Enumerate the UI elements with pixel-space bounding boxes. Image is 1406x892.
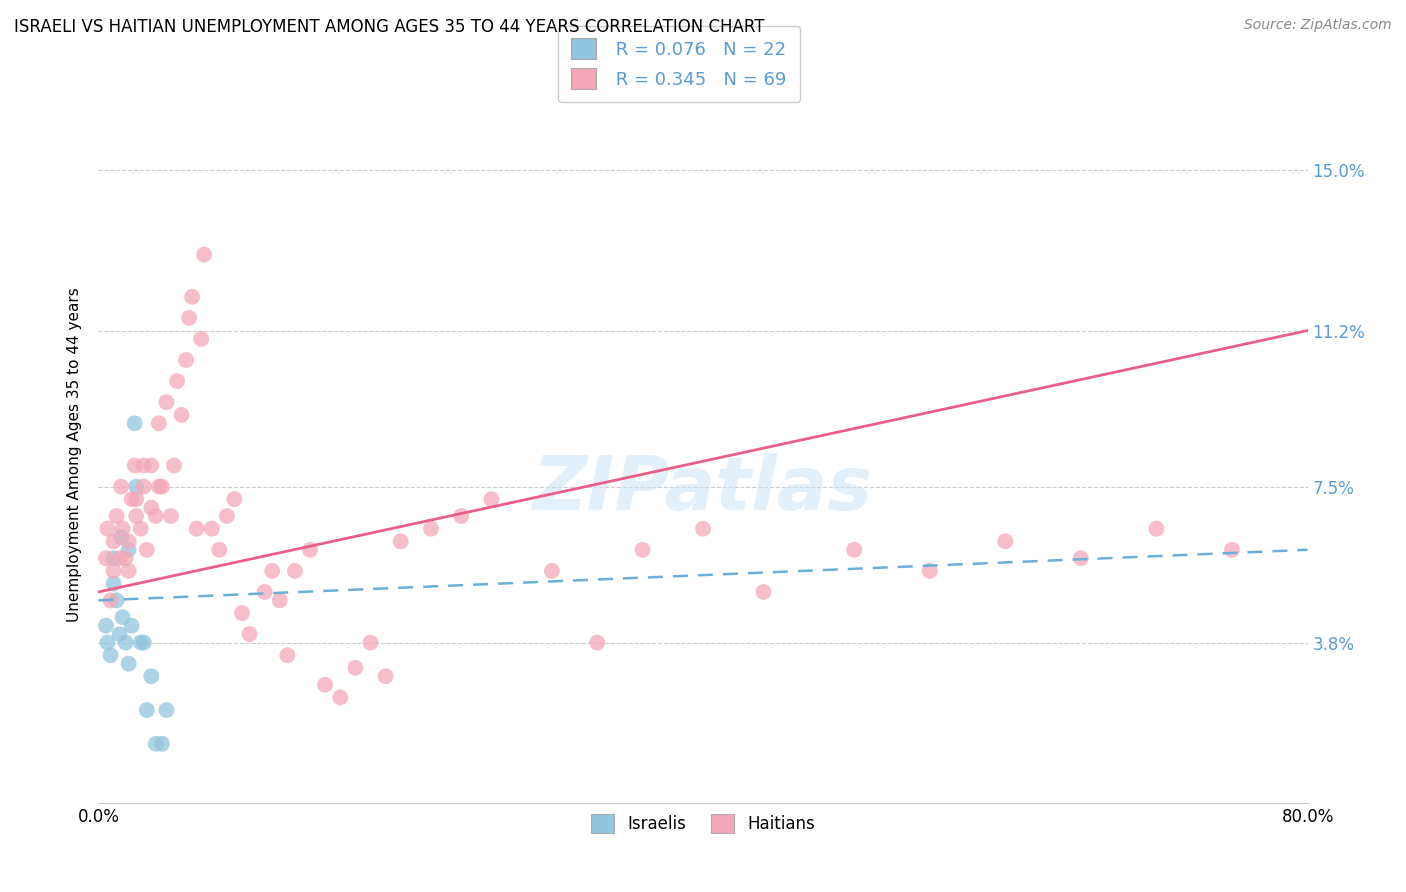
Point bbox=[145, 737, 167, 751]
Point bbox=[125, 492, 148, 507]
Point bbox=[148, 479, 170, 493]
Point bbox=[114, 551, 136, 566]
Point bbox=[124, 417, 146, 431]
Point bbox=[284, 564, 307, 578]
Point bbox=[314, 678, 336, 692]
Point bbox=[118, 534, 141, 549]
Point bbox=[253, 585, 276, 599]
Point bbox=[121, 618, 143, 632]
Point bbox=[132, 479, 155, 493]
Point bbox=[155, 703, 177, 717]
Point bbox=[135, 542, 157, 557]
Point bbox=[103, 576, 125, 591]
Y-axis label: Unemployment Among Ages 35 to 44 years: Unemployment Among Ages 35 to 44 years bbox=[67, 287, 83, 623]
Point bbox=[193, 247, 215, 261]
Legend: Israelis, Haitians: Israelis, Haitians bbox=[581, 804, 825, 843]
Point bbox=[108, 551, 131, 566]
Point bbox=[125, 509, 148, 524]
Point bbox=[111, 522, 134, 536]
Point bbox=[110, 530, 132, 544]
Point bbox=[141, 500, 163, 515]
Point bbox=[125, 479, 148, 493]
Point bbox=[129, 635, 152, 649]
Point bbox=[299, 542, 322, 557]
Point bbox=[374, 669, 396, 683]
Point bbox=[215, 509, 238, 524]
Point bbox=[150, 737, 173, 751]
Point bbox=[141, 669, 163, 683]
Point bbox=[163, 458, 186, 473]
Point bbox=[201, 522, 224, 536]
Point bbox=[114, 635, 136, 649]
Point bbox=[994, 534, 1017, 549]
Point bbox=[344, 661, 367, 675]
Point bbox=[103, 534, 125, 549]
Point bbox=[94, 618, 117, 632]
Point bbox=[389, 534, 412, 549]
Point bbox=[269, 593, 291, 607]
Point bbox=[181, 290, 204, 304]
Point bbox=[481, 492, 503, 507]
Text: ZIPatlas: ZIPatlas bbox=[533, 453, 873, 526]
Point bbox=[111, 610, 134, 624]
Text: Source: ZipAtlas.com: Source: ZipAtlas.com bbox=[1244, 18, 1392, 32]
Point bbox=[150, 479, 173, 493]
Point bbox=[276, 648, 298, 663]
Point bbox=[540, 564, 562, 578]
Point bbox=[692, 522, 714, 536]
Point bbox=[118, 564, 141, 578]
Point bbox=[118, 542, 141, 557]
Point bbox=[129, 522, 152, 536]
Point bbox=[103, 551, 125, 566]
Point bbox=[145, 509, 167, 524]
Point bbox=[166, 374, 188, 388]
Point bbox=[844, 542, 866, 557]
Point bbox=[160, 509, 183, 524]
Text: ISRAELI VS HAITIAN UNEMPLOYMENT AMONG AGES 35 TO 44 YEARS CORRELATION CHART: ISRAELI VS HAITIAN UNEMPLOYMENT AMONG AG… bbox=[14, 18, 765, 36]
Point bbox=[329, 690, 352, 705]
Point bbox=[135, 703, 157, 717]
Point bbox=[100, 593, 122, 607]
Point bbox=[105, 509, 128, 524]
Point bbox=[170, 408, 193, 422]
Point bbox=[190, 332, 212, 346]
Point bbox=[148, 417, 170, 431]
Point bbox=[124, 458, 146, 473]
Point bbox=[1070, 551, 1092, 566]
Point bbox=[132, 458, 155, 473]
Point bbox=[186, 522, 208, 536]
Point bbox=[631, 542, 654, 557]
Point bbox=[450, 509, 472, 524]
Point bbox=[231, 606, 253, 620]
Point bbox=[110, 479, 132, 493]
Point bbox=[108, 627, 131, 641]
Point bbox=[420, 522, 443, 536]
Point bbox=[586, 635, 609, 649]
Point bbox=[752, 585, 775, 599]
Point bbox=[96, 635, 118, 649]
Point bbox=[239, 627, 262, 641]
Point bbox=[179, 310, 201, 325]
Point bbox=[96, 522, 118, 536]
Point bbox=[155, 395, 177, 409]
Point bbox=[174, 353, 197, 368]
Point bbox=[918, 564, 941, 578]
Point bbox=[224, 492, 246, 507]
Point bbox=[1220, 542, 1243, 557]
Point bbox=[105, 593, 128, 607]
Point bbox=[132, 635, 155, 649]
Point bbox=[100, 648, 122, 663]
Point bbox=[94, 551, 117, 566]
Point bbox=[262, 564, 284, 578]
Point bbox=[360, 635, 382, 649]
Point bbox=[121, 492, 143, 507]
Point bbox=[208, 542, 231, 557]
Point bbox=[118, 657, 141, 671]
Point bbox=[1144, 522, 1167, 536]
Point bbox=[141, 458, 163, 473]
Point bbox=[103, 564, 125, 578]
